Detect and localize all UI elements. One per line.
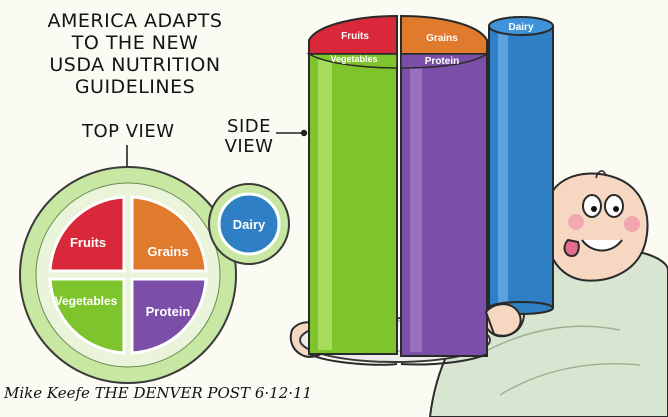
- grains-top: [400, 14, 488, 55]
- dairy-circle: [217, 192, 281, 256]
- protein-side-label: Protein: [425, 56, 459, 67]
- side-view-label-line: SIDE: [227, 116, 271, 137]
- side-view-label-line: VIEW: [224, 136, 274, 157]
- dairy-column: Dairy: [488, 16, 554, 315]
- dairy-label: Dairy: [233, 217, 266, 232]
- vegetables-quadrant: [48, 277, 126, 355]
- side-view-label: SIDE VIEW: [223, 117, 275, 157]
- protein-quadrant: [130, 277, 208, 355]
- side-view: Dairy Fruits Grains Vegetables Protein: [299, 14, 554, 366]
- grains-side-label: Grains: [426, 33, 458, 44]
- gripping-hand: [484, 303, 522, 337]
- fruits-label: Fruits: [70, 235, 106, 250]
- artist-signature: Mike Keefe THE DENVER POST 6·12·11: [4, 384, 313, 402]
- fruits-top: [308, 14, 398, 55]
- protein-label: Protein: [146, 304, 191, 319]
- top-view-plate: Fruits Grains Vegetables Protein Dairy: [19, 166, 290, 384]
- vegetables-label: Vegetables: [55, 294, 118, 308]
- dairy-side-label: Dairy: [508, 22, 533, 33]
- title-line: GUIDELINES: [74, 76, 196, 98]
- person: [289, 170, 668, 417]
- grains-label: Grains: [147, 244, 188, 259]
- grains-quadrant: [130, 195, 208, 273]
- main-column: Fruits Grains Vegetables Protein: [306, 14, 490, 366]
- fruits-side-label: Fruits: [341, 31, 369, 42]
- title-line: TO THE NEW: [71, 32, 199, 54]
- vegetables-side-label: Vegetables: [330, 54, 377, 64]
- title-line: USDA NUTRITION: [49, 54, 221, 76]
- title-line: AMERICA ADAPTS: [47, 10, 223, 32]
- fruits-quadrant: [48, 195, 126, 273]
- top-view-label: TOP VIEW: [82, 121, 175, 142]
- cartoon-title: AMERICA ADAPTS TO THE NEW USDA NUTRITION…: [30, 10, 240, 98]
